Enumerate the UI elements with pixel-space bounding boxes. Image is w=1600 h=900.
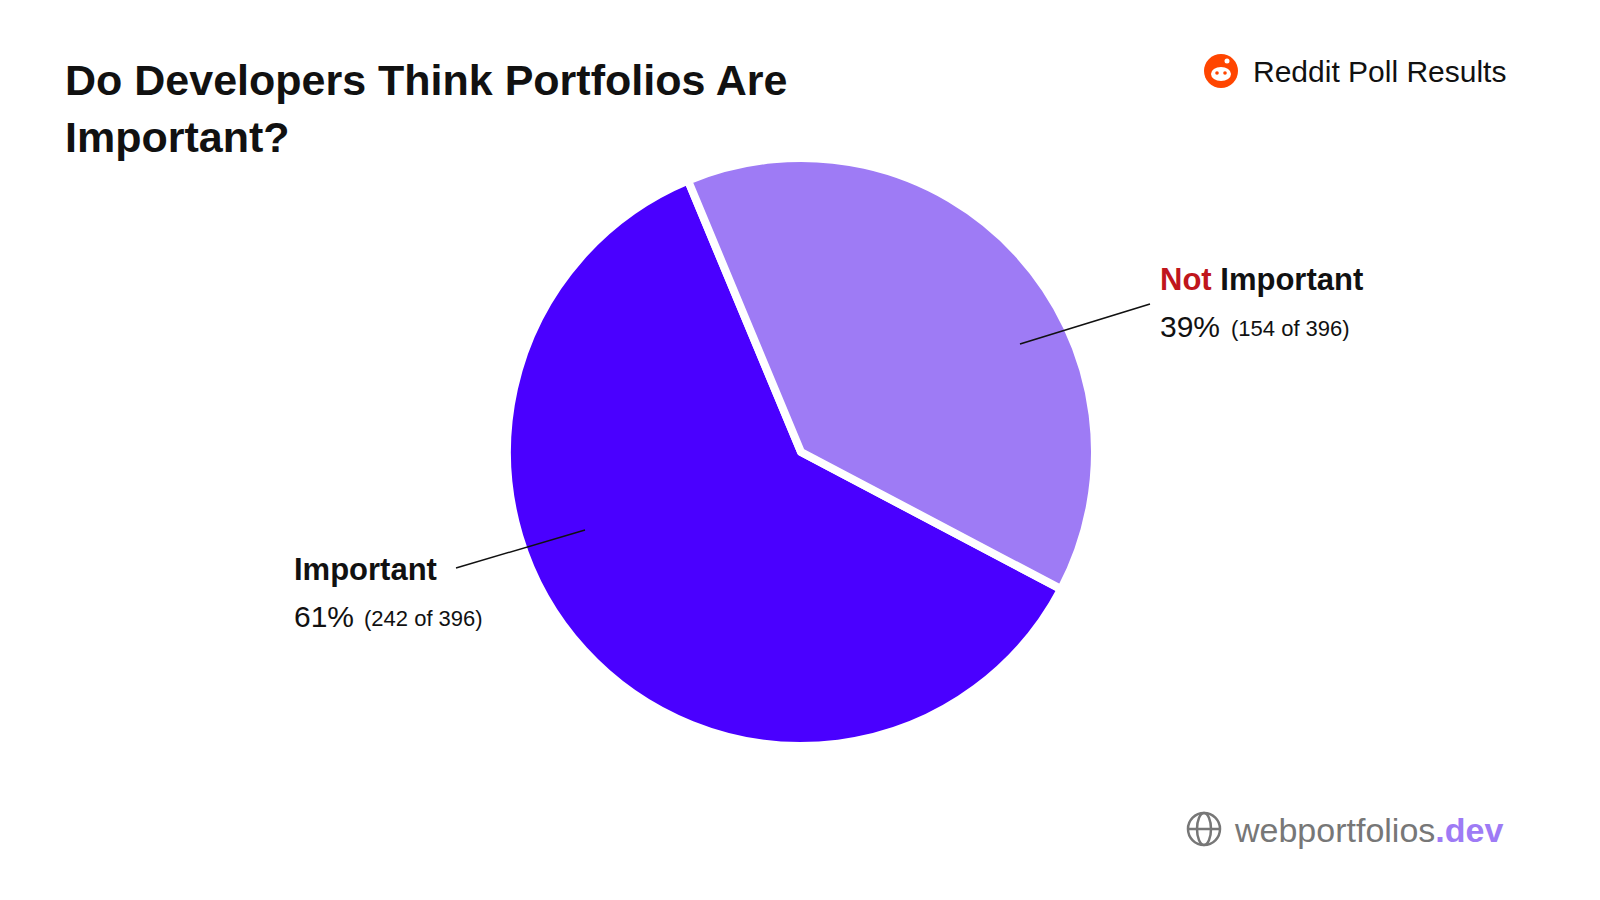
reddit-icon-eye xyxy=(1223,71,1227,75)
reddit-icon-eye xyxy=(1215,71,1219,75)
pie-slice xyxy=(688,158,1095,589)
pie xyxy=(507,158,1095,746)
reddit-icon-antenna xyxy=(1225,59,1230,64)
category-label: Not Important xyxy=(1160,262,1363,297)
leader-line xyxy=(1020,304,1150,344)
value-label: 39% xyxy=(1160,310,1220,343)
source-group: webportfolios.dev xyxy=(1188,811,1503,849)
chart: Do Developers Think Portfolios AreImport… xyxy=(0,0,1600,900)
count-label: (154 of 396) xyxy=(1231,316,1350,341)
title: Do Developers Think Portfolios AreImport… xyxy=(65,56,787,161)
reddit-icon xyxy=(1204,54,1238,88)
annotation: Reddit Poll Results xyxy=(1253,55,1506,88)
leader-line xyxy=(456,530,585,568)
count-label: (242 of 396) xyxy=(364,606,483,631)
globe-icon xyxy=(1188,828,1220,831)
value-label: 61% xyxy=(294,600,354,633)
labels: Important 61% (242 of 396) Not Important 39%… xyxy=(294,262,1363,633)
annotation-group: Reddit Poll Results xyxy=(1204,54,1506,88)
category-label: Important xyxy=(294,552,437,587)
reddit-icon-face xyxy=(1211,67,1231,81)
globe-icon xyxy=(1188,813,1220,845)
source: webportfolios.dev xyxy=(1234,811,1503,849)
